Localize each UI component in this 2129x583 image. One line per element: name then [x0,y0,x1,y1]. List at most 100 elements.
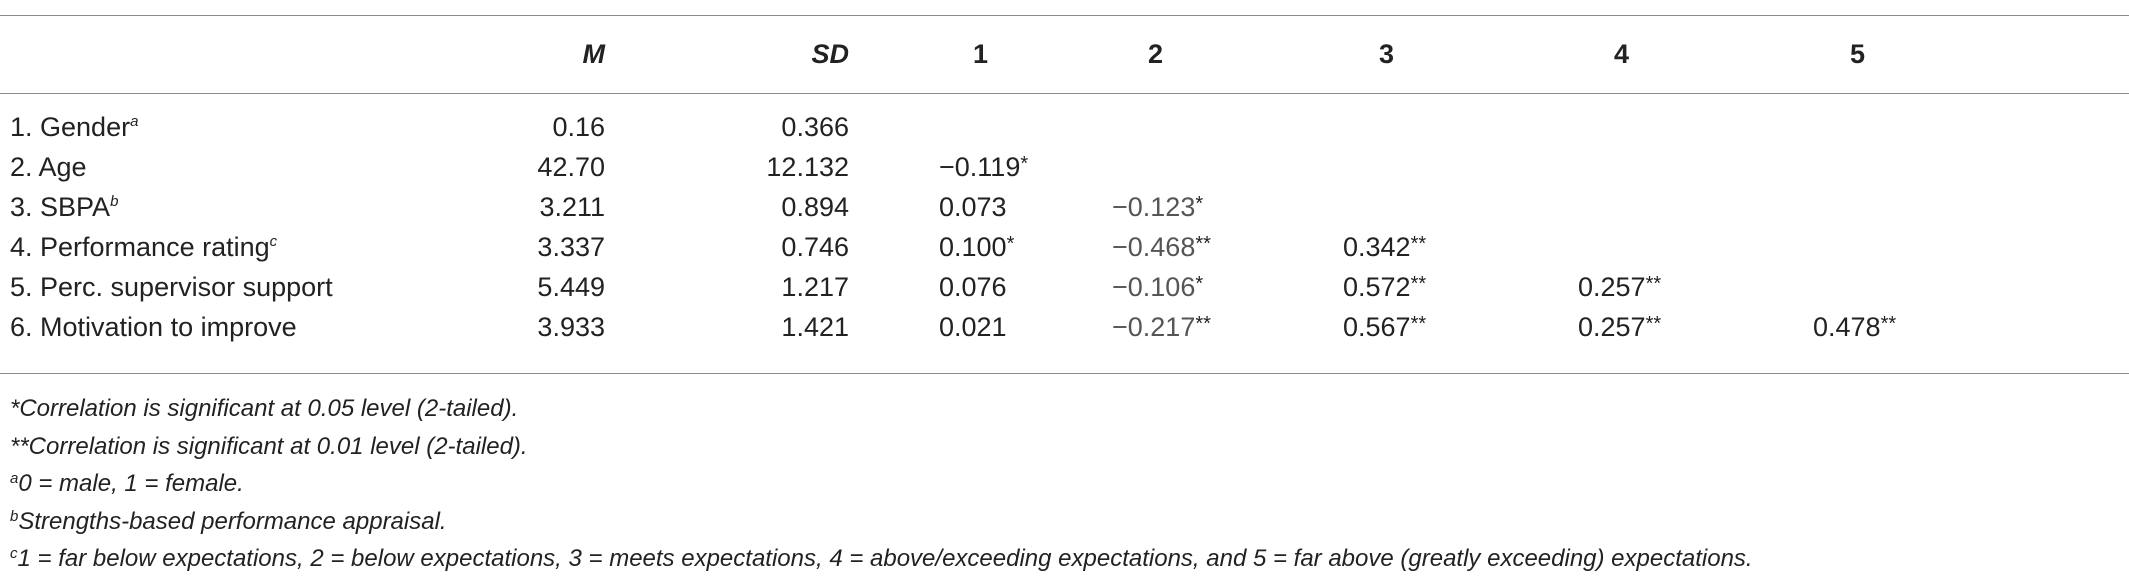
footnote: c1 = far below expectations, 2 = below e… [10,540,1753,578]
significance-stars: ** [1880,312,1897,335]
table-header-rule [0,93,2129,94]
cell-correlation-4 [1560,227,1796,267]
cell-correlation-1: −0.119* [855,147,1091,187]
correlation-value: −0.119 [939,151,1021,182]
cell-correlation-5 [1796,93,2129,147]
cell-mean: 3.933 [537,311,605,342]
variable-label: 4. Performance rating [10,231,270,262]
cell-mean: 0.16 [552,111,605,142]
footnote-text: Strengths-based performance appraisal. [18,507,447,535]
cell-correlation-4: 0.257** [1560,267,1796,307]
cell-correlation-4 [1560,147,1796,187]
cell-correlation-3: 0.342** [1324,227,1560,267]
cell-correlation-2 [1091,147,1324,187]
header-mean: M [582,39,606,69]
footnote-text: *Correlation is significant at 0.05 leve… [10,395,519,422]
correlation-value: 0.100 [939,231,1007,262]
significance-stars: ** [1410,312,1427,335]
footnote: bStrengths-based performance appraisal. [10,503,1753,541]
cell-correlation-3 [1324,93,1560,147]
footnote-marker: c [269,232,278,250]
row-variable: 6. Motivation to improve [0,307,515,347]
cell-correlation-3: 0.567** [1324,307,1560,347]
cell-correlation-1: 0.073 [855,187,1091,227]
variable-label: 5. Perc. supervisor support [10,271,333,302]
footnote-text: **Correlation is significant at 0.01 lev… [10,432,528,460]
significance-stars: * [1020,152,1029,175]
cell-sd: 0.894 [781,191,849,222]
header-col-1: 1 [973,39,989,69]
significance-stars: ** [1645,312,1662,335]
table-row: 5. Perc. supervisor support 5.449 1.217 0.0… [0,267,2129,307]
cell-sd: 0.366 [781,111,849,142]
header-col-2: 2 [1148,39,1164,69]
correlation-value: 0.478 [1813,311,1881,342]
cell-mean: 5.449 [537,271,605,302]
cell-correlation-1: 0.100* [855,227,1091,267]
table-bottom-rule [0,373,2129,374]
cell-correlation-1: 0.021 [855,307,1091,347]
table-row: 6. Motivation to improve 3.933 1.421 0.021 −… [0,307,2129,347]
correlation-value: 0.021 [939,311,1007,342]
footnote-marker: b [10,507,19,525]
cell-correlation-2 [1091,93,1324,147]
cell-correlation-1: 0.076 [855,267,1091,307]
table-body: 1. Gendera 0.16 0.366 2. Age 42.70 12.132 −0.1… [0,93,2129,347]
table-row: 4. Performance ratingc 3.337 0.746 0.100* −0… [0,227,2129,267]
correlation-value: 0.257 [1578,311,1646,342]
footnote-text: 1 = far below expectations, 2 = below ex… [17,545,1753,572]
cell-correlation-3 [1324,147,1560,187]
footnote: *Correlation is significant at 0.05 leve… [10,390,1753,428]
footnote: a0 = male, 1 = female. [10,465,1753,503]
cell-mean: 3.211 [539,191,605,222]
cell-correlation-5: 0.478** [1796,307,2129,347]
correlation-value: 0.567 [1343,311,1411,342]
cell-correlation-4 [1560,187,1796,227]
cell-correlation-5 [1796,227,2129,267]
significance-stars: ** [1195,312,1211,335]
table-row: 1. Gendera 0.16 0.366 [0,93,2129,147]
significance-stars: * [1006,232,1015,255]
header-col-3: 3 [1379,39,1395,69]
significance-stars: ** [1195,232,1211,255]
cell-correlation-5 [1796,147,2129,187]
table-row: 3. SBPAb 3.211 0.894 0.073 −0.123* [0,187,2129,227]
cell-correlation-5 [1796,267,2129,307]
correlation-value: 0.342 [1343,231,1411,262]
cell-sd: 12.132 [766,151,849,182]
header-sd: SD [811,39,849,69]
variable-label: 1. Gender [10,111,131,142]
cell-correlation-2: −0.106* [1091,267,1324,307]
cell-mean: 42.70 [537,151,605,182]
cell-correlation-3: 0.572** [1324,267,1560,307]
table-header-row: M SD 1 2 3 4 5 [0,16,2129,93]
cell-correlation-1 [855,93,1091,147]
row-variable: 4. Performance ratingc [0,227,515,267]
header-col-4: 4 [1614,39,1630,69]
correlation-value: −0.217 [1112,311,1196,342]
cell-mean: 3.337 [537,231,605,262]
correlation-value: −0.106 [1112,271,1196,302]
cell-correlation-4: 0.257** [1560,307,1796,347]
cell-sd: 1.217 [781,271,849,302]
correlation-value: 0.073 [939,191,1007,222]
correlation-value: 0.257 [1578,271,1646,302]
cell-correlation-4 [1560,93,1796,147]
cell-sd: 1.421 [781,311,849,342]
cell-correlation-3 [1324,187,1560,227]
cell-correlation-2: −0.123* [1091,187,1324,227]
header-variable [0,16,515,93]
footnote-marker: c [10,545,18,562]
table-footnotes: *Correlation is significant at 0.05 leve… [10,390,1753,578]
variable-label: 2. Age [10,151,87,182]
correlation-value: 0.572 [1343,271,1411,302]
cell-correlation-2: −0.468** [1091,227,1324,267]
footnote: **Correlation is significant at 0.01 lev… [10,428,1753,466]
correlation-table: M SD 1 2 3 4 5 1. Gendera 0.16 0.366 2. Age… [0,16,2129,347]
cell-sd: 0.746 [781,231,849,262]
significance-stars: ** [1645,272,1662,295]
footnote-marker: a [130,112,139,130]
correlation-value: −0.468 [1112,231,1196,262]
correlation-value: 0.076 [939,271,1007,302]
cell-correlation-2: −0.217** [1091,307,1324,347]
